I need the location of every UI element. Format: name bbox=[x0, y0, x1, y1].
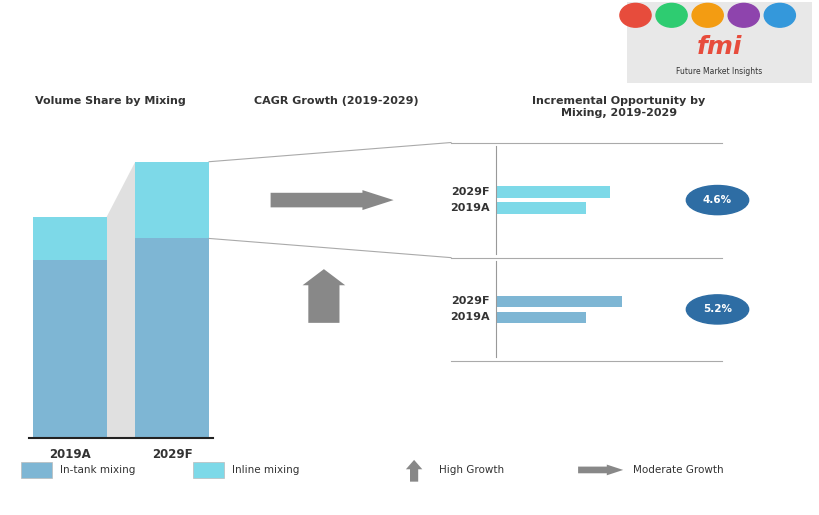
Text: 2019A: 2019A bbox=[49, 448, 90, 460]
Bar bbox=[495, 186, 609, 198]
FancyArrow shape bbox=[577, 465, 622, 475]
FancyBboxPatch shape bbox=[627, 2, 811, 83]
Text: fmi: fmi bbox=[695, 35, 741, 59]
Text: 4.6%: 4.6% bbox=[702, 195, 731, 205]
Polygon shape bbox=[106, 162, 135, 438]
Ellipse shape bbox=[727, 4, 758, 27]
Bar bbox=[495, 312, 586, 323]
Text: 2019A: 2019A bbox=[450, 313, 489, 322]
FancyArrow shape bbox=[405, 460, 422, 482]
FancyArrow shape bbox=[270, 190, 393, 210]
Ellipse shape bbox=[619, 4, 650, 27]
Bar bbox=[33, 260, 106, 438]
Text: Powder Induction and Dispersion Market: Analysis and: Powder Induction and Dispersion Market: … bbox=[16, 20, 617, 39]
Text: 2019A: 2019A bbox=[450, 203, 489, 213]
Bar bbox=[33, 217, 106, 260]
Text: In-tank mixing: In-tank mixing bbox=[60, 465, 135, 475]
Text: CAGR Growth (2019-2029): CAGR Growth (2019-2029) bbox=[254, 96, 418, 107]
Text: 2029F: 2029F bbox=[450, 187, 489, 197]
Circle shape bbox=[686, 185, 748, 215]
Text: Inline mixing: Inline mixing bbox=[232, 465, 299, 475]
Text: Volume Share by Mixing: Volume Share by Mixing bbox=[35, 96, 186, 107]
Text: 5.2%: 5.2% bbox=[702, 304, 731, 315]
Text: Future Market Insights: Future Market Insights bbox=[675, 67, 762, 76]
FancyArrow shape bbox=[302, 269, 345, 323]
Bar bbox=[135, 162, 209, 238]
Bar bbox=[495, 296, 622, 307]
Text: High Growth: High Growth bbox=[438, 465, 503, 475]
Ellipse shape bbox=[655, 4, 686, 27]
Ellipse shape bbox=[763, 4, 794, 27]
Bar bbox=[135, 238, 209, 438]
Text: Source: Future Market Insights: Source: Future Market Insights bbox=[10, 496, 204, 506]
Text: Forecast by Mixing: Forecast by Mixing bbox=[16, 52, 224, 71]
Circle shape bbox=[686, 295, 748, 324]
Bar bbox=[192, 461, 224, 478]
Bar bbox=[20, 461, 52, 478]
Text: 2029F: 2029F bbox=[152, 448, 192, 460]
Text: 2029F: 2029F bbox=[450, 296, 489, 306]
Ellipse shape bbox=[691, 4, 722, 27]
Text: Moderate Growth: Moderate Growth bbox=[632, 465, 723, 475]
Bar bbox=[495, 202, 586, 214]
Text: Incremental Opportunity by
Mixing, 2019-2029: Incremental Opportunity by Mixing, 2019-… bbox=[532, 96, 705, 118]
